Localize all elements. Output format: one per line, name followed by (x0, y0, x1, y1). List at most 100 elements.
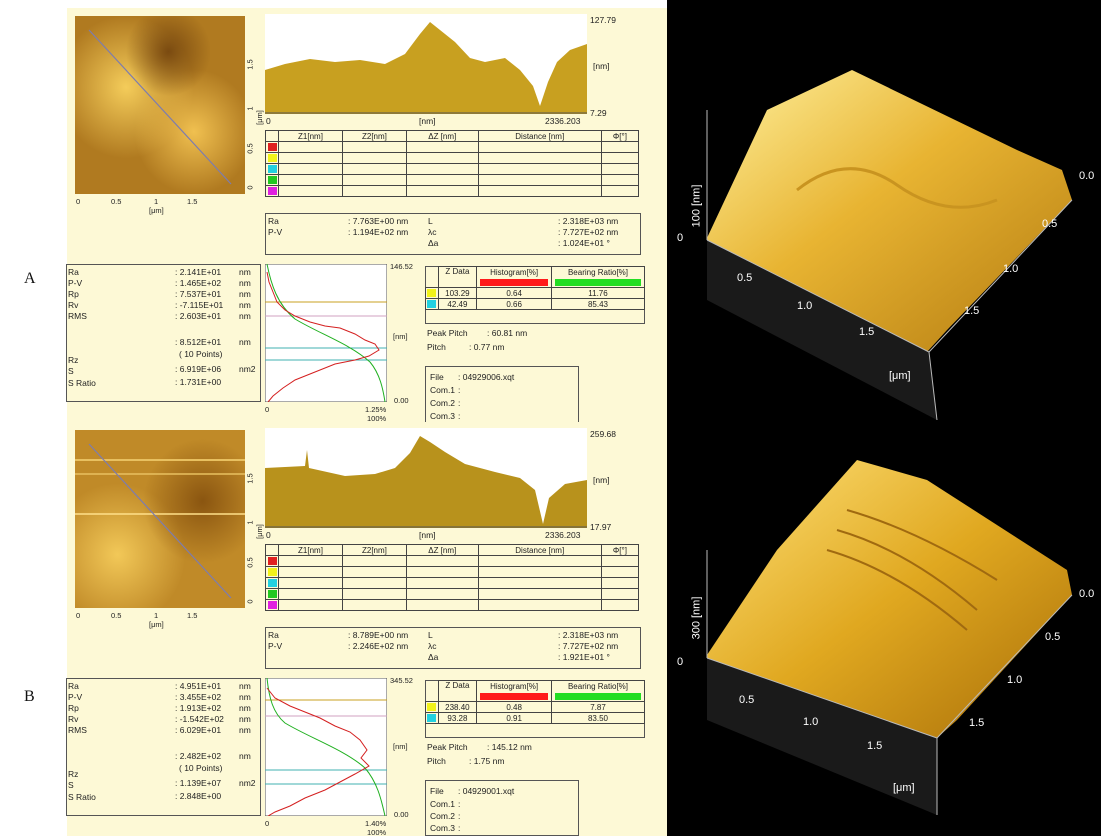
marker-col-distance: Distance [nm] (477, 544, 602, 556)
roughness-unit: nm (239, 681, 251, 691)
histogram-unit: [nm] (393, 332, 408, 341)
zdata-row-cyan[interactable]: 93.28 0.91 83.50 (425, 712, 646, 724)
roughness-key: S (68, 780, 74, 790)
zdata-row-cyan[interactable]: 42.49 0.66 85.43 (425, 298, 646, 310)
3d-surface-view-b[interactable]: 300 [nm] 0 0.5 1.0 1.5 0.0 0.5 1.0 1.5 [… (667, 420, 1101, 836)
marker-col-z1: Z1[nm] (278, 130, 343, 142)
marker-row-magenta[interactable] (265, 185, 640, 197)
3d-z-label: 100 [nm] (690, 184, 703, 228)
line-stat-value: : 1.194E+02 nm (348, 227, 409, 237)
image-y-unit: [μm] (254, 110, 264, 125)
3d-y-tick: 1.5 (969, 717, 985, 729)
3d-x-tick: 0.5 (737, 272, 753, 284)
roughness-key: S Ratio (68, 378, 96, 388)
image-y-tick: 1 (245, 106, 255, 111)
roughness-value: : 6.919E+06 (175, 364, 222, 374)
profile-line[interactable] (88, 29, 232, 185)
marker-table[interactable]: Z1[nm] Z2[nm] ΔZ [nm] Distance [nm] Φ[°] (265, 544, 640, 611)
peak-pitch-label: Peak Pitch (427, 742, 468, 752)
line-roughness-box: Ra : 8.789E+00 nm P-V : 2.246E+02 nm L :… (265, 627, 641, 669)
afm-height-image[interactable] (75, 430, 245, 608)
3d-y-tick: 1.5 (964, 305, 980, 317)
zdata-row-yellow[interactable]: 103.29 0.64 11.76 (425, 287, 646, 299)
image-y-tick: 0.5 (245, 143, 255, 154)
bearing-color-bar (554, 693, 641, 700)
3d-x-tick: 0.5 (739, 694, 755, 706)
zdata-box: Z Data Histogram[%] Bearing Ratio[%] 103… (425, 266, 646, 324)
zdata-z: 103.29 (437, 287, 478, 299)
roughness-value: : 1.139E+07 (175, 778, 222, 788)
marker-row-yellow[interactable] (265, 566, 640, 578)
zdata-b: 85.43 (550, 298, 646, 310)
roughness-value: : -1.542E+02 (175, 714, 224, 724)
line-stat-value: : 7.727E+02 nm (558, 641, 619, 651)
figure-label-a: A (24, 270, 36, 287)
analysis-panel-a: 0 0.5 1 1.5 [μm] 0 0.5 1 1.5 [μm] 127.79… (66, 8, 667, 425)
image-x-tick: 1 (154, 611, 159, 620)
marker-table[interactable]: Z1[nm] Z2[nm] ΔZ [nm] Distance [nm] Φ[°] (265, 130, 640, 197)
marker-row-green[interactable] (265, 174, 640, 186)
roughness-unit: nm2 (239, 364, 256, 374)
histogram-color-bar (480, 693, 548, 700)
line-stat-key: L (428, 630, 433, 640)
line-stat-key: Δa (428, 652, 439, 662)
zdata-col-bearing: Bearing Ratio[%] (567, 682, 628, 691)
afm-height-image[interactable] (75, 16, 245, 194)
marker-row-green[interactable] (265, 588, 640, 600)
marker-row-cyan[interactable] (265, 577, 640, 589)
height-histogram[interactable] (265, 264, 387, 402)
roughness-value: : 1.465E+02 (175, 278, 222, 288)
3d-y-tick: 0.5 (1045, 631, 1061, 643)
line-stat-value: : 7.727E+02 nm (558, 227, 619, 237)
zdata-table[interactable]: Z Data Histogram[%] Bearing Ratio[%] 238… (425, 680, 646, 724)
3d-x-tick: 1.0 (803, 716, 819, 728)
line-stat-key: Ra (268, 630, 279, 640)
cross-section-profile[interactable] (265, 14, 587, 114)
3d-y-tick: 0.0 (1079, 170, 1095, 182)
profile-line[interactable] (88, 443, 232, 599)
3d-surface-view-a[interactable]: 100 [nm] 0 0.5 1.0 1.5 0.0 0.5 1.0 1.5 [… (667, 0, 1101, 420)
histogram-x-end2: 100% (367, 828, 387, 837)
image-y-tick: 1.5 (245, 59, 255, 70)
histogram-x-start: 0 (265, 819, 270, 828)
roughness-unit: nm (239, 725, 251, 735)
peak-pitch-label: Peak Pitch (427, 328, 468, 338)
line-stat-value: : 2.318E+03 nm (558, 216, 619, 226)
pitch-label: Pitch (427, 342, 446, 352)
profile-unit: [nm] (593, 475, 610, 485)
zdata-col-bearing: Bearing Ratio[%] (567, 268, 628, 277)
image-y-unit: [μm] (254, 524, 264, 539)
marker-col-dz: ΔZ [nm] (405, 544, 479, 556)
marker-row-cyan[interactable] (265, 163, 640, 175)
roughness-value: : 2.482E+02 (175, 751, 222, 761)
zdata-table[interactable]: Z Data Histogram[%] Bearing Ratio[%] 103… (425, 266, 646, 310)
roughness-value: : 7.537E+01 (175, 289, 222, 299)
profile-x-unit: [nm] (419, 530, 436, 540)
height-histogram[interactable] (265, 678, 387, 816)
image-y-tick: 1 (245, 520, 255, 525)
histogram-color-bar (480, 279, 548, 286)
bearing-color-bar (554, 279, 641, 286)
roughness-value: : 2.848E+00 (175, 791, 222, 801)
marker-row-red[interactable] (265, 555, 640, 567)
roughness-value: ( 10 Points) (179, 763, 223, 773)
comment-3: Com.3 (430, 823, 456, 833)
marker-row-red[interactable] (265, 141, 640, 153)
line-stat-value: : 1.024E+01 ° (558, 238, 610, 248)
comment-1: Com.1 (430, 385, 456, 395)
cross-section-profile[interactable] (265, 428, 587, 528)
3d-z-zero: 0 (677, 656, 684, 668)
zdata-row-yellow[interactable]: 238.40 0.48 7.87 (425, 701, 646, 713)
3d-y-tick: 1.0 (1007, 674, 1023, 686)
file-info-box: File : 04929001.xqt Com.1 : Com.2 : Com.… (425, 780, 579, 836)
marker-row-yellow[interactable] (265, 152, 640, 164)
area-roughness-box: Ra : 2.141E+01 nm P-V : 1.465E+02 nm Rp … (66, 264, 261, 402)
marker-col-dz: ΔZ [nm] (405, 130, 479, 142)
roughness-value: : 4.951E+01 (175, 681, 222, 691)
histogram-bottom: 0.00 (394, 396, 409, 405)
roughness-unit: nm (239, 751, 251, 761)
histogram-unit: [nm] (393, 742, 408, 751)
marker-row-magenta[interactable] (265, 599, 640, 611)
roughness-unit: nm (239, 311, 251, 321)
roughness-value: ( 10 Points) (179, 349, 223, 359)
